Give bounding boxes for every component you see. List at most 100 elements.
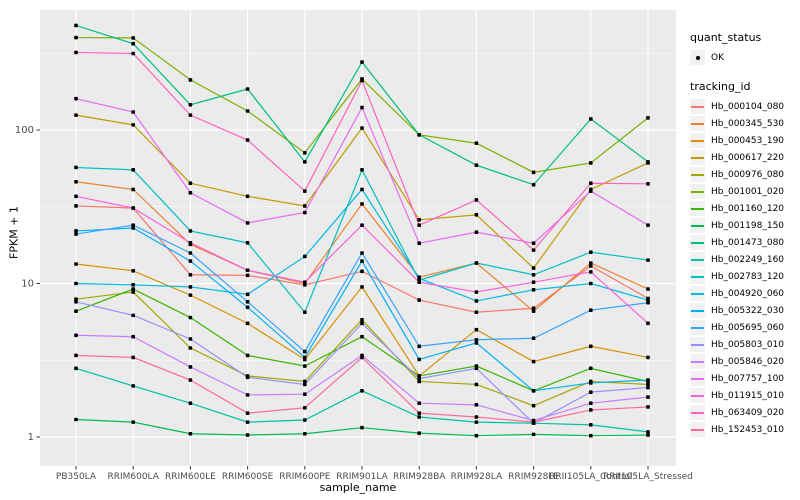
data-point (646, 182, 650, 186)
data-point (188, 285, 193, 289)
data-point (360, 202, 364, 206)
data-point (360, 105, 364, 110)
data-point (74, 113, 78, 117)
legend-key (690, 150, 705, 165)
data-point (417, 133, 421, 137)
data-point (474, 433, 479, 438)
data-point (646, 433, 650, 437)
data-point (188, 113, 193, 117)
data-point (131, 36, 135, 40)
data-point (589, 161, 593, 165)
data-point (589, 270, 593, 274)
data-point (360, 388, 364, 393)
legend-key (690, 218, 705, 233)
data-point (74, 299, 78, 304)
legend-item-Hb_001001_020: Hb_001001_020 (690, 183, 800, 200)
data-point (417, 344, 421, 349)
data-point (417, 401, 421, 406)
legend-item-label: Hb_000617_220 (711, 152, 785, 163)
legend-item-label: Hb_001160_120 (711, 203, 785, 214)
data-point (188, 293, 193, 297)
data-point (188, 431, 193, 436)
legend-key (690, 133, 705, 148)
data-point (474, 290, 479, 294)
legend-item-Hb_007757_100: Hb_007757_100 (690, 370, 800, 387)
data-point (74, 232, 78, 236)
legend-item-Hb_005803_010: Hb_005803_010 (690, 336, 800, 353)
legend-key-line (691, 309, 704, 312)
data-point (245, 393, 250, 397)
data-point (131, 287, 135, 291)
data-point (474, 230, 479, 234)
data-point (131, 355, 135, 360)
legend-key (690, 405, 705, 420)
legend-key (690, 167, 705, 182)
data-point (188, 259, 193, 263)
data-point (360, 425, 364, 430)
legend-item-Hb_000976_080: Hb_000976_080 (690, 166, 800, 183)
data-point (245, 268, 250, 273)
legend-item-Hb_005322_030: Hb_005322_030 (690, 302, 800, 319)
data-point (474, 341, 479, 345)
data-point (360, 285, 364, 289)
legend-key-line (691, 173, 704, 176)
data-point (188, 378, 193, 382)
data-point (74, 417, 78, 422)
legend-item-label: Hb_001001_020 (711, 186, 785, 197)
data-point (245, 353, 250, 358)
data-point (646, 355, 650, 360)
legend-key-line (691, 190, 704, 193)
data-point (188, 181, 193, 186)
data-point (474, 163, 479, 167)
data-point (531, 306, 536, 311)
data-point (417, 218, 421, 222)
data-point (74, 23, 78, 28)
data-point (131, 283, 135, 287)
data-point (531, 432, 536, 437)
legend-key-line (691, 122, 704, 125)
data-point (245, 375, 250, 380)
data-point (531, 266, 536, 270)
x-tick-label: RRIM901LA (336, 472, 388, 482)
data-point (417, 411, 421, 415)
data-point (303, 160, 307, 164)
data-point (589, 401, 593, 406)
data-point (531, 182, 536, 187)
legend-key-line (691, 224, 704, 227)
legend-item-label: Hb_005846_020 (711, 356, 785, 367)
data-point (531, 280, 536, 284)
data-point (531, 170, 536, 175)
data-point (531, 272, 536, 277)
data-point (245, 433, 250, 437)
legend-item-label: Hb_004920_060 (711, 288, 785, 299)
data-point (531, 309, 536, 313)
data-point (245, 299, 250, 304)
data-point (74, 204, 78, 208)
data-point (131, 168, 135, 172)
legend-item-Hb_000617_220: Hb_000617_220 (690, 149, 800, 166)
legend-key (690, 388, 705, 403)
data-point (74, 333, 78, 338)
data-point (589, 381, 593, 385)
data-point (646, 395, 650, 399)
legend-key-line (691, 326, 704, 329)
legend-item-label: Hb_063409_020 (711, 407, 785, 418)
data-point (303, 280, 307, 284)
legend-key-line (691, 241, 704, 244)
data-point (188, 346, 193, 350)
x-tick-label: RRIM600LE (165, 472, 216, 482)
legend-key-line (691, 428, 704, 431)
legend-key (690, 116, 705, 131)
data-point (417, 357, 421, 362)
data-point (360, 355, 364, 360)
y-tick-label: 10 (21, 279, 34, 290)
data-point (474, 420, 479, 424)
data-point (303, 418, 307, 422)
legend-item-label: Hb_011915_010 (711, 390, 785, 401)
legend-key (690, 99, 705, 114)
data-point (589, 264, 593, 268)
data-point (188, 272, 193, 277)
legend-key-line (691, 207, 704, 210)
data-point (74, 229, 78, 233)
